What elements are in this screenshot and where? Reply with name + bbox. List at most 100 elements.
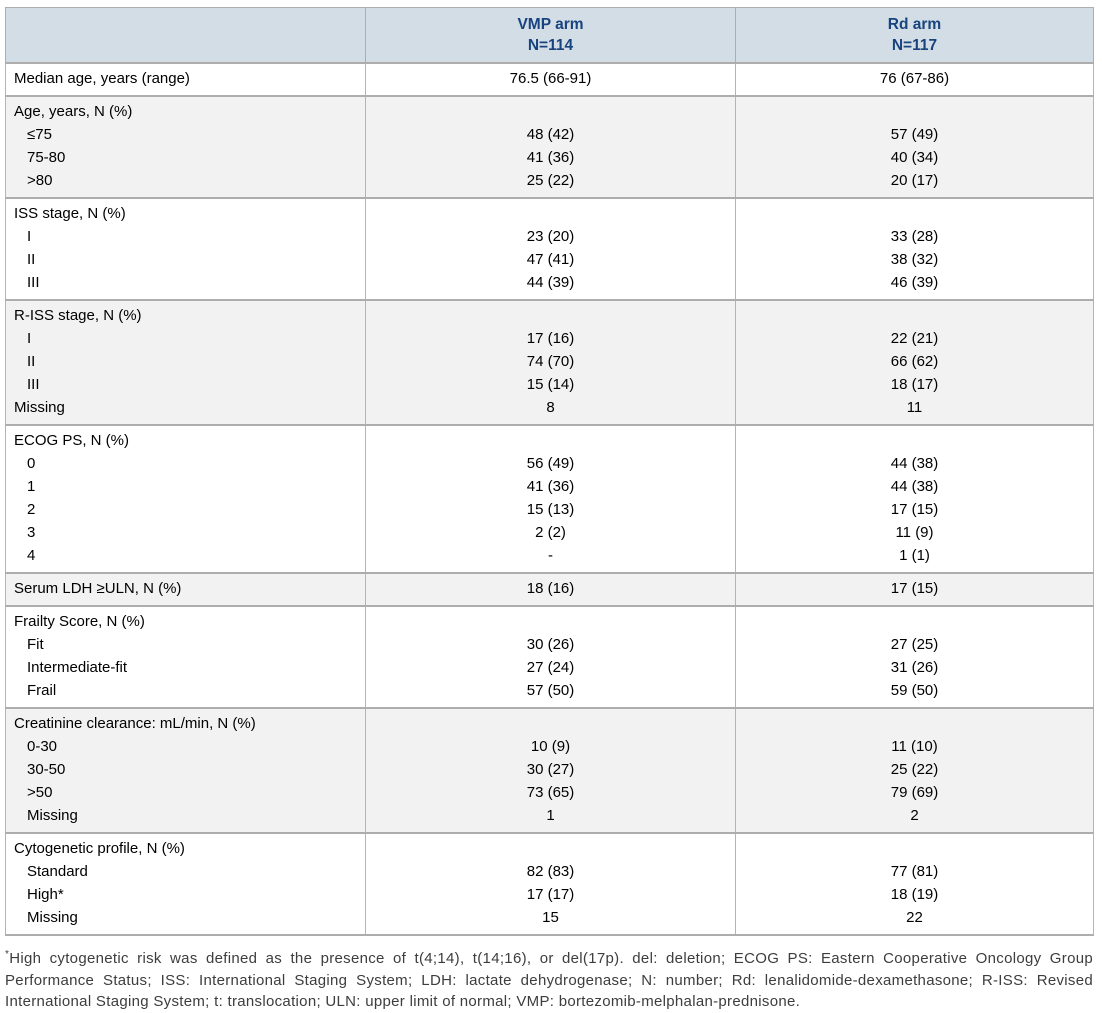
characteristic-label: Intermediate-fit [27,659,128,676]
vmp-value: 30 (26) [526,636,575,653]
vmp-value: 82 (83) [526,863,575,880]
vmp-value: 74 (70) [526,353,575,370]
table-row: Median age, years (range) 76.5 (66-91) 76 … [5,63,1094,96]
vmp-value: 17 (16) [526,330,575,347]
vmp-value [366,610,735,633]
vmp-value: 41 (36) [526,478,575,495]
vmp-value-cell: 76.5 (66-91) [365,63,736,96]
header-rd-arm-n: N=117 [891,37,938,54]
vmp-value: 73 (65) [526,784,575,801]
vmp-value: 30 (27) [526,761,575,778]
characteristic-cell: Median age, years (range) [5,63,366,96]
characteristic-cell: Serum LDH ≥ULN, N (%) [5,573,366,606]
rd-value: 18 (19) [890,886,939,903]
vmp-value [366,100,735,123]
characteristic-label: Creatinine clearance: mL/min, N (%) [14,715,256,732]
rd-value: 77 (81) [890,863,939,880]
characteristic-label: ISS stage, N (%) [14,205,126,222]
vmp-value: 23 (20) [526,228,575,245]
table-row: Serum LDH ≥ULN, N (%) 18 (16) 17 (15) [5,573,1094,606]
characteristic-label: 3 [27,524,36,541]
rd-value: 11 (10) [891,738,938,755]
characteristic-label: Frail [27,682,57,699]
characteristic-label: Missing [27,909,78,926]
vmp-value [366,837,735,860]
header-vmp-arm-n: N=114 [527,37,574,54]
table-row: ECOG PS, N (%) 0 1 2 3 4 56 (49) 41 (36) 15 (13)… [5,425,1094,573]
vmp-value: 48 (42) [526,126,575,143]
rd-value: 59 (50) [890,682,939,699]
vmp-value: 15 (13) [526,501,575,518]
header-vmp-arm-label: VMP arm [517,16,584,33]
table-row: Age, years, N (%) ≤75 75-80 >80 48 (42) 41 (3… [5,96,1094,198]
characteristic-cell: Age, years, N (%) ≤75 75-80 >80 [5,96,366,198]
characteristic-label: 0 [27,455,36,472]
rd-value-cell: 22 (21) 66 (62) 18 (17) 11 [735,300,1094,425]
rd-value [736,610,1093,633]
rd-value-cell: 44 (38) 44 (38) 17 (15) 11 (9) 1 (1) [735,425,1094,573]
vmp-value-cell: 82 (83) 17 (17) 15 [365,833,736,935]
header-cell-empty [5,7,366,63]
vmp-value: 25 (22) [526,172,575,189]
characteristic-label: 1 [27,478,36,495]
rd-value [736,100,1093,123]
characteristic-label: ECOG PS, N (%) [14,432,130,449]
rd-value: 22 (21) [890,330,939,347]
vmp-value: 8 [546,399,555,416]
characteristic-label: Median age, years (range) [14,70,190,87]
vmp-value: 10 (9) [530,738,571,755]
vmp-value: 57 (50) [526,682,575,699]
vmp-value-cell: 48 (42) 41 (36) 25 (22) [365,96,736,198]
characteristic-label: III [27,376,40,393]
rd-value [736,304,1093,327]
vmp-value [366,429,735,452]
vmp-value: 17 (17) [526,886,575,903]
rd-value: 44 (38) [890,478,939,495]
characteristic-label: Cytogenetic profile, N (%) [14,840,185,857]
table-row: Creatinine clearance: mL/min, N (%) 0-30 3… [5,708,1094,833]
rd-value: 18 (17) [890,376,939,393]
table-row: Frailty Score, N (%) Fit Intermediate-fit F… [5,606,1094,708]
vmp-value: 56 (49) [526,455,575,472]
vmp-value: 47 (41) [526,251,575,268]
vmp-value: 41 (36) [526,149,575,166]
rd-value: 33 (28) [890,228,939,245]
characteristic-label: ≤75 [27,126,52,143]
characteristic-label: Fit [27,636,44,653]
vmp-value: 15 [542,909,559,926]
vmp-value-cell: 17 (16) 74 (70) 15 (14) 8 [365,300,736,425]
rd-value: 76 (67-86) [879,70,950,87]
characteristic-cell: Frailty Score, N (%) Fit Intermediate-fit F… [5,606,366,708]
vmp-value: 44 (39) [526,274,575,291]
vmp-value: 27 (24) [526,659,575,676]
characteristic-label: I [27,330,32,347]
characteristic-label: >80 [27,172,53,189]
table-row: ISS stage, N (%) I II III 23 (20) 47 (41) 44 (… [5,198,1094,300]
rd-value: 1 (1) [899,547,930,564]
characteristic-label: II [27,251,36,268]
rd-value [736,429,1093,452]
characteristic-label: R-ISS stage, N (%) [14,307,142,324]
characteristic-label: Missing [14,399,65,416]
header-row: VMP arm N=114 Rd arm N=117 [5,7,1094,63]
rd-value: 17 (15) [890,501,939,518]
table-row: Cytogenetic profile, N (%) Standard High* M… [5,833,1094,935]
characteristic-label: 75-80 [27,149,66,166]
rd-value: 40 (34) [890,149,939,166]
vmp-value: 15 (14) [526,376,575,393]
rd-value-cell: 76 (67-86) [735,63,1094,96]
rd-value [736,837,1093,860]
characteristic-label: 0-30 [27,738,58,755]
characteristic-label: 30-50 [27,761,66,778]
rd-value: 11 [906,399,923,416]
characteristic-label: II [27,353,36,370]
vmp-value: 18 (16) [526,580,575,597]
vmp-value: 1 [546,807,555,824]
vmp-value-cell: 10 (9) 30 (27) 73 (65) 1 [365,708,736,833]
rd-value-cell: 27 (25) 31 (26) 59 (50) [735,606,1094,708]
header-cell-rd-arm: Rd arm N=117 [735,7,1094,63]
characteristic-cell: R-ISS stage, N (%) I II III Missing [5,300,366,425]
characteristic-label: High* [27,886,64,903]
table-row: R-ISS stage, N (%) I II III Missing 17 (16) 74… [5,300,1094,425]
footnote-text: High cytogenetic risk was defined as the… [5,950,1093,1010]
